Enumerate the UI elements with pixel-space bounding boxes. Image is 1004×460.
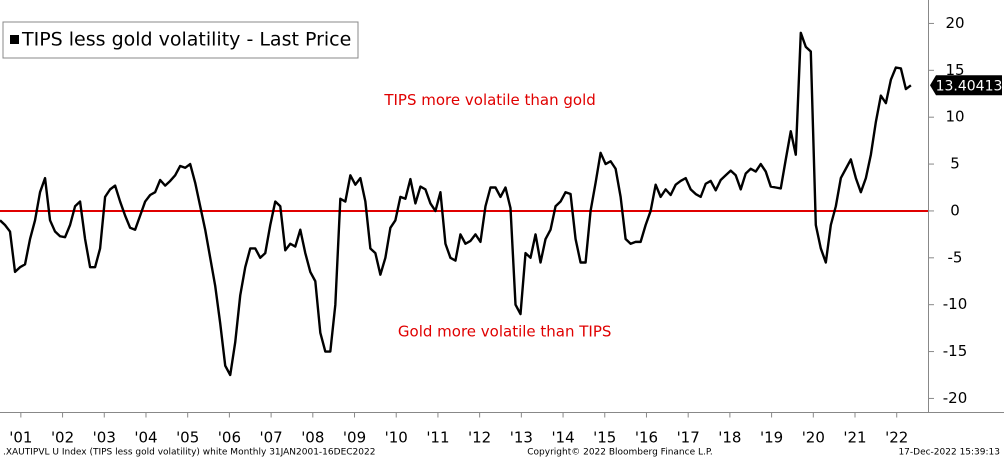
y-tick-label: 0 bbox=[950, 201, 960, 219]
legend-swatch bbox=[10, 35, 19, 44]
x-tick-label: '09 bbox=[343, 429, 366, 447]
y-tick-label: 15 bbox=[945, 61, 964, 79]
x-tick-label: '16 bbox=[635, 429, 658, 447]
footer-left: .XAUTIPVL U Index (TIPS less gold volati… bbox=[3, 448, 375, 458]
x-tick-label: '01 bbox=[9, 429, 32, 447]
y-tick-label: 10 bbox=[945, 108, 964, 126]
x-tick-label: '04 bbox=[134, 429, 157, 447]
footer-center: Copyright© 2022 Bloomberg Finance L.P. bbox=[527, 448, 712, 458]
x-tick-label: '15 bbox=[593, 429, 616, 447]
x-tick-label: '11 bbox=[426, 429, 449, 447]
y-tick-label: -10 bbox=[943, 295, 968, 313]
legend-box bbox=[2, 21, 359, 59]
y-tick-label: -5 bbox=[948, 248, 963, 266]
y-tick-label: 5 bbox=[950, 155, 960, 173]
x-tick-label: '12 bbox=[468, 429, 491, 447]
x-tick-label: '07 bbox=[259, 429, 282, 447]
annotation: TIPS more volatile than gold bbox=[383, 91, 595, 109]
x-tick-label: '10 bbox=[385, 429, 408, 447]
x-tick-label: '14 bbox=[551, 429, 574, 447]
x-tick-label: '08 bbox=[301, 429, 324, 447]
last-price-label: 13.40413 bbox=[936, 78, 1003, 94]
x-tick-label: '18 bbox=[718, 429, 741, 447]
footer-right: 17-Dec-2022 15:39:13 bbox=[898, 448, 1000, 458]
x-tick-label: '03 bbox=[93, 429, 116, 447]
x-tick-label: '06 bbox=[218, 429, 241, 447]
plot-area bbox=[0, 31, 928, 377]
x-tick-label: '21 bbox=[843, 429, 866, 447]
y-tick-label: -20 bbox=[943, 389, 968, 407]
x-tick-label: '05 bbox=[176, 429, 199, 447]
series-line bbox=[0, 31, 912, 377]
y-tick-label: -15 bbox=[943, 342, 968, 360]
x-tick-label: '20 bbox=[802, 429, 825, 447]
last-price-box bbox=[930, 75, 1002, 96]
legend-label: TIPS less gold volatility - Last Price bbox=[21, 29, 351, 51]
y-tick-label: 20 bbox=[945, 14, 964, 32]
x-tick-label: '13 bbox=[510, 429, 533, 447]
annotation: Gold more volatile than TIPS bbox=[398, 322, 612, 340]
x-tick-label: '17 bbox=[677, 429, 700, 447]
x-tick-label: '22 bbox=[885, 429, 908, 447]
x-tick-label: '19 bbox=[760, 429, 783, 447]
x-tick-label: '02 bbox=[51, 429, 74, 447]
